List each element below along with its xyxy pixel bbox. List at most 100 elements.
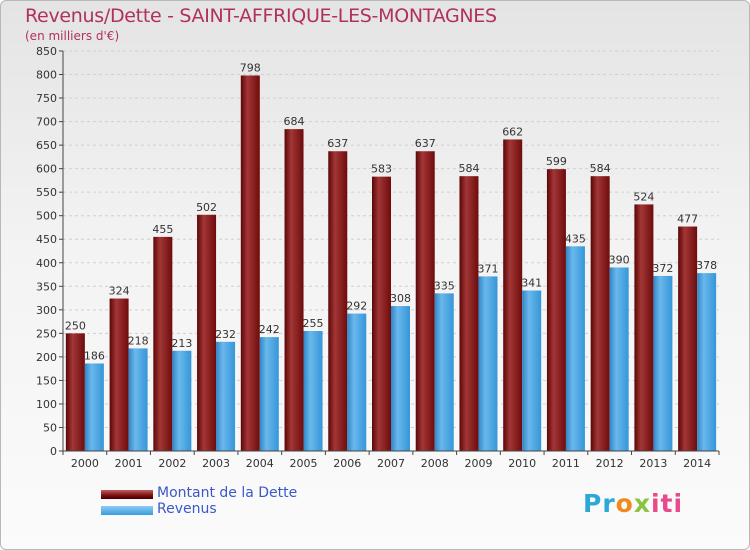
x-tick-label: 2005 <box>290 457 318 470</box>
bar-debt <box>109 298 129 451</box>
bar-revenus <box>259 337 279 451</box>
data-label-revenus: 213 <box>171 337 192 350</box>
bar-debt <box>284 129 304 451</box>
y-tick-label: 750 <box>36 92 57 105</box>
x-tick-label: 2007 <box>377 457 405 470</box>
data-label-debt: 798 <box>240 61 261 74</box>
data-label-revenus: 435 <box>565 232 586 245</box>
data-label-debt: 637 <box>327 137 348 150</box>
data-label-revenus: 292 <box>346 300 367 313</box>
bar-debt <box>328 151 348 451</box>
y-tick-label: 650 <box>36 139 57 152</box>
bar-debt <box>240 75 260 452</box>
chart-subtitle: (en milliers d'€) <box>25 29 120 43</box>
bar-debt <box>590 176 610 452</box>
data-label-revenus: 378 <box>696 259 717 272</box>
data-label-revenus: 341 <box>521 277 542 290</box>
x-tick-label: 2004 <box>246 457 274 470</box>
y-tick-label: 50 <box>43 421 57 434</box>
x-tick-label: 2001 <box>115 457 143 470</box>
data-label-debt: 599 <box>546 155 567 168</box>
bar-debt <box>153 236 173 451</box>
y-tick-label: 700 <box>36 116 57 129</box>
bar-revenus <box>172 350 192 451</box>
data-label-revenus: 335 <box>434 279 455 292</box>
bar-debt <box>459 176 479 452</box>
data-label-revenus: 232 <box>215 328 236 341</box>
bar-debt <box>634 204 654 451</box>
data-labels: 250 186 324 218 455 213 502 232 798 242 684 255 637 2… <box>65 61 717 362</box>
y-tick-label: 850 <box>36 45 57 58</box>
bar-debt <box>678 226 698 451</box>
y-tick-label: 250 <box>36 327 57 340</box>
data-label-debt: 502 <box>196 201 217 214</box>
x-tick-label: 2013 <box>639 457 667 470</box>
x-tick-label: 2011 <box>552 457 580 470</box>
bar-revenus <box>434 293 454 451</box>
data-label-debt: 250 <box>65 319 86 332</box>
data-label-debt: 684 <box>284 115 305 128</box>
y-tick-label: 350 <box>36 280 57 293</box>
x-tick-label: 2010 <box>508 457 536 470</box>
x-tick-label: 2003 <box>202 457 230 470</box>
legend-swatch-debt <box>101 490 153 499</box>
bar-revenus <box>347 313 367 451</box>
x-tick-label: 2012 <box>596 457 624 470</box>
bars <box>65 75 717 452</box>
y-tick-label: 200 <box>36 351 57 364</box>
bar-revenus <box>565 246 585 451</box>
y-tick-label: 150 <box>36 374 57 387</box>
x-tick-label: 2014 <box>683 457 711 470</box>
data-label-revenus: 186 <box>84 349 105 362</box>
bar-revenus <box>478 276 498 451</box>
chart-title: Revenus/Dette - SAINT-AFFRIQUE-LES-MONTA… <box>25 5 497 27</box>
x-tick-label: 2008 <box>421 457 449 470</box>
data-label-debt: 584 <box>590 162 611 175</box>
bar-revenus <box>303 331 323 451</box>
proxiti-logo: Proxiti <box>583 489 684 518</box>
bar-revenus <box>128 348 148 451</box>
data-label-revenus: 390 <box>609 253 630 266</box>
data-label-debt: 637 <box>415 137 436 150</box>
legend-swatch-revenus <box>101 506 153 515</box>
y-tick-label: 400 <box>36 257 57 270</box>
data-label-revenus: 308 <box>390 292 411 305</box>
y-tick-label: 500 <box>36 210 57 223</box>
x-tick-label: 2006 <box>333 457 361 470</box>
x-axis: 2000 2001 2002 2003 2004 2005 2006 2007 2008 2009… <box>62 450 720 470</box>
y-tick-label: 800 <box>36 69 57 82</box>
legend-label-debt: Montant de la Dette <box>157 485 298 501</box>
bar-revenus <box>653 275 673 451</box>
data-label-revenus: 255 <box>303 317 324 330</box>
data-label-revenus: 372 <box>652 262 673 275</box>
x-tick-label: 2000 <box>71 457 99 470</box>
bar-debt <box>546 169 566 451</box>
data-label-revenus: 371 <box>477 262 498 275</box>
y-tick-label: 300 <box>36 304 57 317</box>
bar-revenus <box>609 267 629 451</box>
y-tick-label: 550 <box>36 186 57 199</box>
data-label-revenus: 218 <box>128 334 149 347</box>
data-label-revenus: 242 <box>259 323 280 336</box>
legend-label-revenus: Revenus <box>157 501 217 517</box>
bar-debt <box>65 333 85 451</box>
y-tick-label: 450 <box>36 233 57 246</box>
bar-revenus <box>697 273 717 451</box>
y-axis: 0 50 100 150 200 250 300 350 400 450 500 550 600 650 7… <box>36 45 64 458</box>
x-tick-label: 2002 <box>158 457 186 470</box>
bar-debt <box>372 176 391 451</box>
x-tick-label: 2009 <box>464 457 492 470</box>
data-label-debt: 324 <box>109 285 130 298</box>
y-tick-label: 600 <box>36 163 57 176</box>
bar-revenus <box>84 363 104 451</box>
bar-debt <box>415 151 435 451</box>
bar-revenus <box>391 306 410 451</box>
data-label-debt: 662 <box>502 125 523 138</box>
bar-revenus <box>522 290 542 451</box>
data-label-debt: 524 <box>633 190 654 203</box>
y-tick-label: 100 <box>36 398 57 411</box>
bar-debt <box>503 139 523 451</box>
y-tick-label: 0 <box>50 445 57 458</box>
